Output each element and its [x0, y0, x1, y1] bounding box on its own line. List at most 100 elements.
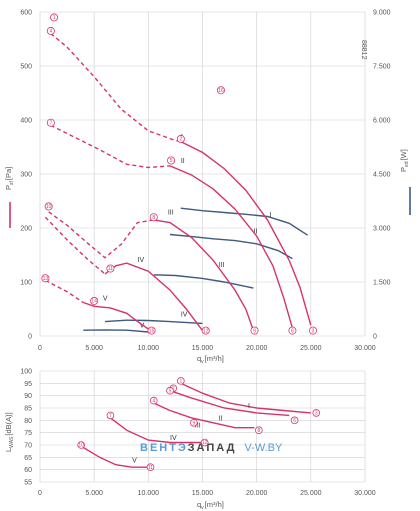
point-marker-number: 11: [108, 266, 113, 272]
power-line-V: [83, 329, 149, 333]
top-y-tick-label: 300: [20, 172, 32, 179]
sound-marker-number: 9: [192, 421, 195, 427]
bottom-y-tick-label: 95: [24, 381, 32, 388]
point-marker-13: 13: [41, 274, 50, 283]
bottom-y-axis-label: LWAS[dB(A)]: [4, 412, 15, 452]
top-y-tick-label: 500: [20, 64, 32, 71]
sound-marker-4: 4: [149, 396, 158, 405]
point-marker-number: 10: [46, 204, 52, 210]
point-marker-circle: [41, 274, 50, 283]
chart-id-label: 88812: [360, 40, 367, 60]
bottom-y-tick-label: 90: [24, 393, 32, 400]
sound-line-V: [82, 446, 149, 468]
sound-marker-circle: [77, 441, 85, 449]
point-marker-circle: [288, 326, 297, 335]
pressure-label-II: II: [181, 158, 185, 165]
power-label-I: I: [270, 212, 272, 219]
top-y-tick-label: 200: [20, 226, 32, 233]
top-x-tick-label: 20.000: [246, 345, 268, 352]
sound-marker-circle: [166, 386, 174, 395]
pressure-label-IV: IV: [138, 257, 145, 264]
point-marker-1: 1: [50, 13, 59, 22]
sound-marker-number: 6: [293, 418, 296, 424]
top-y2-tick-label: 1.500: [373, 280, 391, 287]
point-marker-number: 7: [49, 120, 52, 126]
power-line-II: [169, 233, 293, 260]
pressure-line-dashed-IV: [44, 216, 106, 275]
point-marker-12: 12: [201, 326, 210, 335]
point-marker-circle: [167, 156, 176, 165]
sound-marker-5: 5: [166, 386, 174, 395]
top-y-tick-label: 400: [20, 118, 32, 125]
bottom-x-tick-label: 25.000: [300, 490, 322, 497]
sound-line-I: [180, 382, 311, 414]
sound-label-V: V: [132, 457, 137, 464]
bottom-y-tick-label: 70: [24, 443, 32, 450]
sound-marker-circle: [190, 418, 198, 427]
bottom-y-tick-label: 100: [20, 369, 32, 376]
sound-marker-circle: [200, 438, 209, 447]
sound-marker-circle: [149, 396, 158, 405]
power-line-III: [153, 274, 254, 289]
point-marker-10: 10: [44, 202, 53, 211]
point-marker-2: 2: [176, 134, 185, 143]
power-label-V: V: [140, 323, 145, 330]
sound-marker-circle: [146, 463, 155, 472]
top-grid: [39, 11, 366, 337]
sound-marker-number: 1: [179, 379, 182, 385]
point-marker-circle: [216, 86, 225, 95]
sound-marker-number: 3: [315, 411, 318, 417]
point-marker-number: 2: [179, 137, 182, 143]
top-y2-tick-label: 9.000: [373, 10, 391, 17]
top-y2-axis-label: Ped[W]: [399, 149, 410, 172]
pressure-line-I: [180, 140, 312, 326]
top-y-tick-labels: 0 100 200 300 400 500 600: [20, 10, 32, 341]
power-label-II: II: [253, 228, 257, 235]
bottom-x-tick-label: 15.000: [192, 490, 214, 497]
top-y2-tick-label: 6.000: [373, 118, 391, 125]
point-marker-number: 6: [291, 328, 294, 334]
top-x-tick-label: 5.000: [85, 345, 103, 352]
top-y-tick-label: 600: [20, 10, 32, 17]
top-x-tick-label: 30.000: [354, 345, 376, 352]
point-marker-circle: [176, 134, 185, 143]
bottom-x-tick-label: 10.000: [138, 490, 160, 497]
sound-marker-11: 11: [146, 463, 155, 472]
pressure-power-chart: 0 5.000 10.000 15.000 20.000 25.000 30.000 010…: [4, 10, 411, 365]
point-marker-6: 6: [288, 326, 297, 335]
pressure-label-V: V: [103, 295, 108, 302]
sound-marker-1: 1: [177, 377, 185, 385]
sound-line-II: [169, 390, 290, 417]
point-marker-circle: [46, 118, 55, 127]
sound-marker-9: 9: [190, 418, 198, 427]
top-x-axis-label: qv[m³/h]: [197, 354, 224, 365]
sound-marker-number: 10: [78, 443, 84, 449]
top-y-axis-label: Psf[Pa]: [4, 167, 15, 190]
top-y2-tick-label: 0: [373, 334, 377, 341]
top-x-tick-label: 25.000: [300, 345, 322, 352]
top-y2-tick-label: 4.500: [373, 172, 391, 179]
power-line-I: [180, 207, 308, 236]
bottom-x-tick-label: 5.000: [85, 490, 103, 497]
power-line-IV: [104, 319, 203, 325]
point-marker-16: 16: [216, 86, 225, 95]
point-marker-circle: [46, 26, 55, 35]
pressure-line-II: [169, 165, 294, 329]
point-marker-number: 5: [170, 158, 173, 164]
point-marker-4: 4: [46, 26, 55, 35]
sound-marker-3: 3: [312, 409, 321, 417]
sound-marker-number: 8: [257, 428, 260, 434]
sound-label-I: I: [248, 403, 250, 410]
point-marker-14: 14: [90, 296, 99, 305]
point-marker-number: 4: [49, 29, 52, 35]
point-marker-11: 11: [106, 264, 115, 273]
sound-label-II: II: [219, 415, 223, 422]
sound-marker-number: 11: [148, 465, 153, 471]
pressure-line-dashed-I: [50, 33, 181, 143]
bottom-y-tick-label: 65: [24, 455, 32, 462]
sound-marker-7: 7: [106, 411, 115, 420]
bottom-grid: [39, 370, 366, 483]
